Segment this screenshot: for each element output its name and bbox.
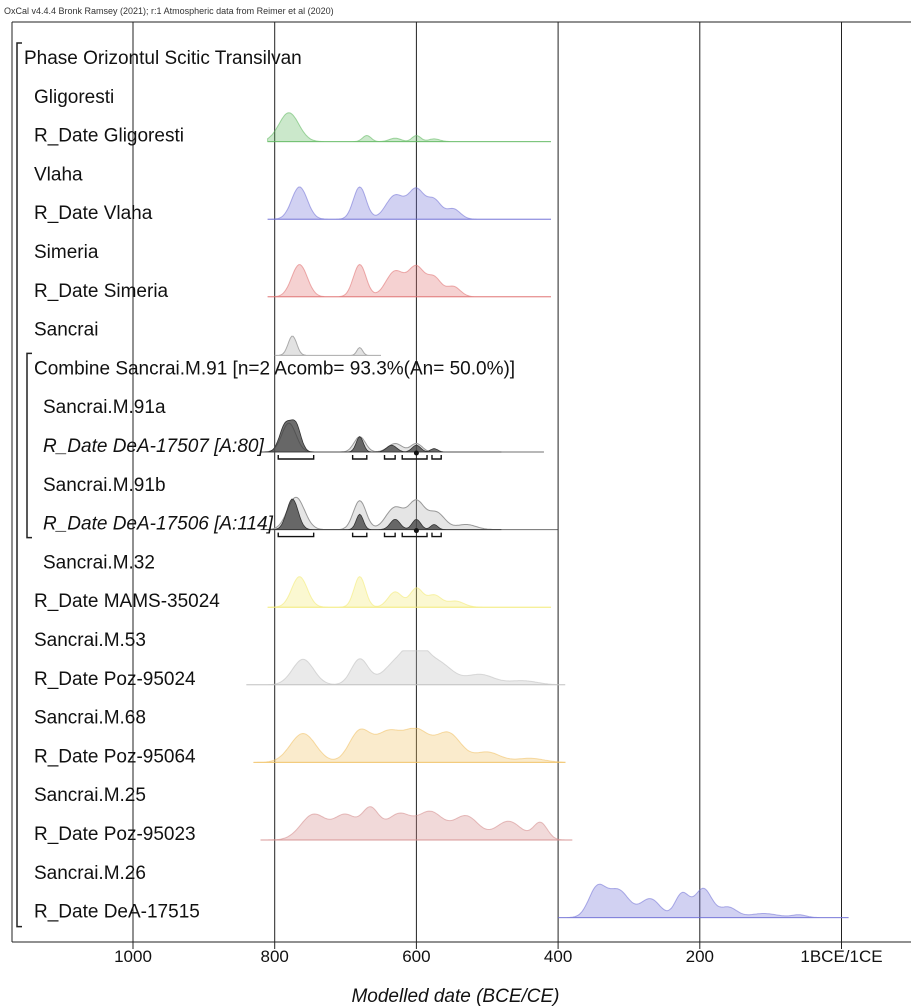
median-marker xyxy=(413,528,419,534)
chart-header: OxCal v4.4.4 Bronk Ramsey (2021); r:1 At… xyxy=(4,6,334,16)
row-label: Sancrai.M.25 xyxy=(34,785,146,806)
prior-distribution xyxy=(260,496,502,531)
hpd-range-bracket xyxy=(351,455,368,460)
row-label: Sancrai.M.53 xyxy=(34,630,146,651)
hpd-range-bracket xyxy=(277,455,315,460)
hpd-range-bracket xyxy=(401,532,428,538)
row-label: R_Date Simeria xyxy=(34,281,169,302)
x-tick-label: 800 xyxy=(261,947,289,966)
probability-distribution xyxy=(246,650,566,686)
row-label: Simeria xyxy=(34,242,99,263)
probability-distribution xyxy=(267,576,551,608)
x-tick-label: 1000 xyxy=(114,947,152,966)
row-label: R_Date Poz-95064 xyxy=(34,746,196,767)
row-label: Sancrai.M.32 xyxy=(43,552,155,573)
row-label: Sancrai.M.91b xyxy=(43,475,166,496)
hpd-range-bracket xyxy=(431,532,442,538)
row-label: R_Date Poz-95023 xyxy=(34,824,196,845)
probability-distribution xyxy=(558,883,849,919)
row-label: Vlaha xyxy=(34,164,83,185)
hpd-range-bracket xyxy=(431,455,442,460)
hpd-range-bracket xyxy=(383,455,396,460)
hpd-range-bracket xyxy=(351,532,368,538)
row-label: R_Date DeA-17507 [A:80] xyxy=(43,436,264,457)
hpd-range-bracket xyxy=(383,532,396,538)
probability-distribution xyxy=(267,112,551,143)
row-label: Sancrai.M.26 xyxy=(34,863,146,884)
row-label: Sancrai.M.91a xyxy=(43,397,166,418)
brackets xyxy=(16,42,32,928)
grid-lines xyxy=(11,21,911,942)
hpd-range-bracket xyxy=(277,532,315,538)
row-label: R_Date DeA-17506 [A:114] xyxy=(43,514,274,535)
median-marker xyxy=(413,450,419,456)
combine-bracket xyxy=(26,352,32,539)
row-label: R_Date Vlaha xyxy=(34,203,153,224)
combine-distribution xyxy=(274,335,381,356)
row-label: Gligoresti xyxy=(34,87,114,108)
phase-bracket xyxy=(16,42,22,928)
x-tick-label: 200 xyxy=(686,947,714,966)
probability-distribution xyxy=(267,263,551,298)
x-tick-label: 1BCE/1CE xyxy=(800,947,882,966)
probability-distribution xyxy=(267,186,551,220)
row-label: R_Date Poz-95024 xyxy=(34,669,196,690)
row-label: R_Date DeA-17515 xyxy=(34,902,200,923)
row-label: Sancrai.M.68 xyxy=(34,708,146,729)
row-labels: Phase Orizontul Scitic Transilvan Gligore… xyxy=(24,48,515,923)
row-label: Sancrai xyxy=(34,320,98,341)
row-label: R_Date Gligoresti xyxy=(34,126,184,147)
row-label: Combine Sancrai.M.91 [n=2 Acomb= 93.3%(A… xyxy=(34,358,515,379)
probability-distribution xyxy=(260,806,573,841)
x-tick-label: 400 xyxy=(544,947,572,966)
hpd-range-bracket xyxy=(401,455,428,460)
probability-distribution xyxy=(253,727,566,763)
posterior-distribution xyxy=(260,498,502,530)
x-axis-title: Modelled date (BCE/CE) xyxy=(351,986,560,1007)
x-axis: 1000 800 600 400 200 1BCE/1CE xyxy=(12,941,911,966)
row-label: R_Date MAMS-35024 xyxy=(34,591,220,612)
distributions xyxy=(246,112,849,919)
x-tick-label: 600 xyxy=(402,947,430,966)
posterior-distribution xyxy=(260,419,502,453)
row-label: Phase Orizontul Scitic Transilvan xyxy=(24,48,302,69)
